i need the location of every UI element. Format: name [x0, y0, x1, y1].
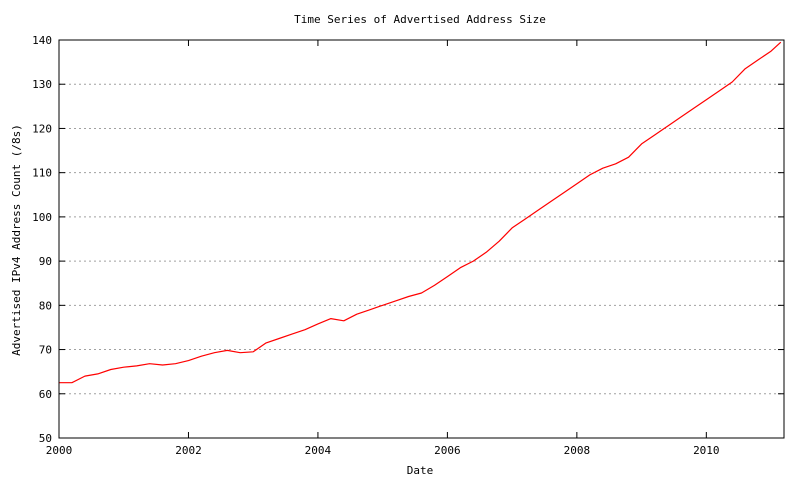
series-group: [59, 41, 782, 384]
y-tick-label: 70: [39, 344, 52, 357]
y-tick-label: 130: [32, 78, 52, 91]
y-tick-label: 60: [39, 388, 52, 401]
x-tick-label: 2008: [564, 444, 591, 457]
chart-title: Time Series of Advertised Address Size: [294, 13, 546, 26]
x-tick-label: 2006: [434, 444, 461, 457]
x-tick-label: 2002: [175, 444, 202, 457]
x-tick-label: 2010: [693, 444, 720, 457]
y-tick-label: 90: [39, 255, 52, 268]
x-axis: 2000 2002 2004 2006 2008 2010: [46, 40, 720, 457]
y-tick-label: 80: [39, 299, 52, 312]
grid-lines: [59, 83, 784, 395]
x-axis-label: Date: [407, 464, 434, 477]
y-tick-label: 110: [32, 167, 52, 180]
x-tick-label: 2000: [46, 444, 73, 457]
y-tick-label: 140: [32, 34, 52, 47]
series-line: [59, 41, 782, 384]
plot-frame: [58, 39, 785, 439]
x-tick-label: 2004: [305, 444, 332, 457]
y-axis: 50 60 70 80 90 100 110 120 130 140: [32, 34, 784, 445]
y-tick-label: 120: [32, 122, 52, 135]
y-tick-label: 50: [39, 432, 52, 445]
y-tick-label: 100: [32, 211, 52, 224]
y-axis-label: Advertised IPv4 Address Count (/8s): [10, 124, 23, 356]
